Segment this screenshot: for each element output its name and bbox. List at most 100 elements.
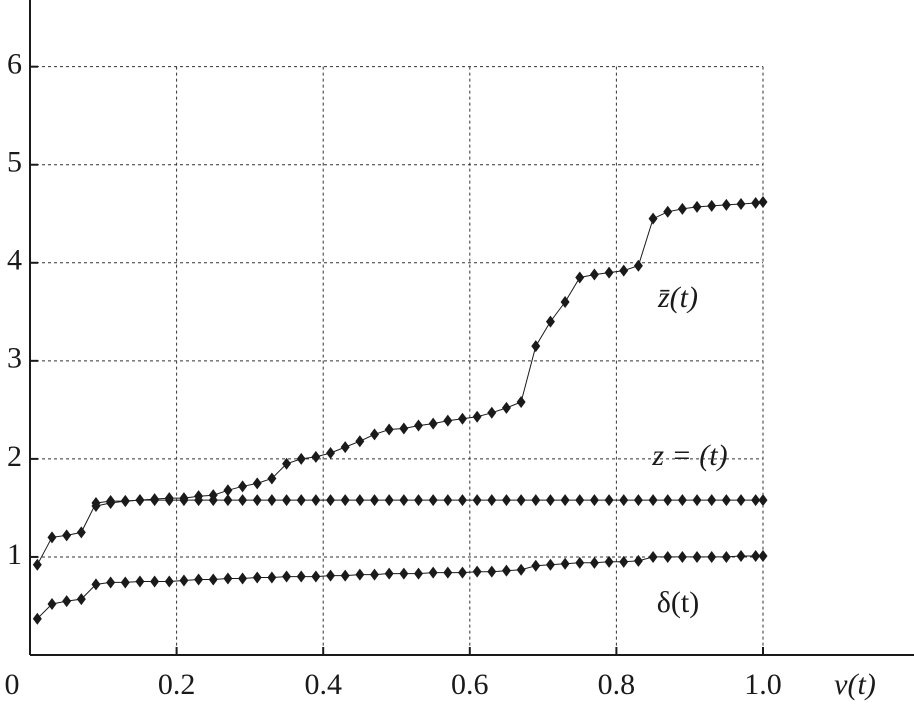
point xyxy=(648,494,658,507)
point xyxy=(282,494,292,507)
point xyxy=(443,414,453,427)
point xyxy=(47,598,57,611)
point xyxy=(135,494,145,507)
point xyxy=(531,559,541,572)
point xyxy=(560,557,570,570)
point xyxy=(736,494,746,507)
point xyxy=(355,494,365,507)
point xyxy=(164,494,174,507)
point xyxy=(619,555,629,568)
point xyxy=(443,566,453,579)
point xyxy=(721,198,731,211)
point xyxy=(545,494,555,507)
point xyxy=(135,575,145,588)
point xyxy=(428,566,438,579)
point xyxy=(32,612,42,625)
point xyxy=(721,550,731,563)
point xyxy=(560,494,570,507)
point xyxy=(589,268,599,281)
point xyxy=(194,573,204,586)
point xyxy=(340,494,350,507)
point xyxy=(296,494,306,507)
point xyxy=(106,576,116,589)
point xyxy=(758,549,768,562)
point xyxy=(758,195,768,208)
point xyxy=(751,549,761,562)
point xyxy=(150,494,160,507)
point xyxy=(252,571,262,584)
point xyxy=(370,494,380,507)
point xyxy=(413,567,423,580)
y-tick-label: 2 xyxy=(7,440,22,473)
point xyxy=(501,494,511,507)
point xyxy=(619,264,629,277)
point xyxy=(604,266,614,279)
point xyxy=(663,494,673,507)
point xyxy=(531,340,541,353)
point xyxy=(76,526,86,539)
point xyxy=(179,574,189,587)
point xyxy=(91,578,101,591)
point xyxy=(62,595,72,608)
point xyxy=(282,570,292,583)
point xyxy=(472,410,482,423)
point xyxy=(428,494,438,507)
point xyxy=(296,570,306,583)
point xyxy=(758,494,768,507)
point xyxy=(501,401,511,414)
point xyxy=(106,497,116,510)
y-tick-label: 1 xyxy=(7,538,22,571)
point xyxy=(589,556,599,569)
point xyxy=(677,494,687,507)
point xyxy=(32,558,42,571)
point xyxy=(296,452,306,465)
point xyxy=(648,212,658,225)
series-label: z = (t) xyxy=(651,439,727,472)
point xyxy=(223,572,233,585)
point xyxy=(326,494,336,507)
point xyxy=(589,494,599,507)
point xyxy=(457,412,467,425)
point xyxy=(633,494,643,507)
point xyxy=(604,494,614,507)
point xyxy=(340,441,350,454)
y-tick-label: 5 xyxy=(7,146,22,179)
point xyxy=(721,494,731,507)
point xyxy=(443,494,453,507)
point xyxy=(311,570,321,583)
x-tick-label: 0.4 xyxy=(304,668,342,701)
point xyxy=(428,417,438,430)
point xyxy=(164,575,174,588)
y-tick-label: 3 xyxy=(7,342,22,375)
point xyxy=(194,494,204,507)
point xyxy=(648,550,658,563)
point xyxy=(560,296,570,309)
point xyxy=(677,550,687,563)
point xyxy=(736,197,746,210)
point xyxy=(604,555,614,568)
point xyxy=(413,494,423,507)
point xyxy=(238,572,248,585)
series-line xyxy=(36,555,763,620)
series-label: δ(t) xyxy=(657,586,699,619)
point xyxy=(516,563,526,576)
y-tick-label: 6 xyxy=(7,48,22,81)
point xyxy=(707,199,717,212)
point xyxy=(399,494,409,507)
point xyxy=(663,550,673,563)
point xyxy=(282,457,292,470)
series-line xyxy=(36,201,764,566)
point xyxy=(399,567,409,580)
point xyxy=(267,472,277,485)
point xyxy=(692,550,702,563)
point xyxy=(692,494,702,507)
point xyxy=(76,593,86,606)
x-tick-label: 0.2 xyxy=(158,668,196,701)
point xyxy=(516,494,526,507)
point xyxy=(355,568,365,581)
y-tick-label: 4 xyxy=(7,244,22,277)
point xyxy=(326,569,336,582)
point xyxy=(501,564,511,577)
point xyxy=(516,396,526,409)
series-label: z̄(t) xyxy=(657,281,698,314)
